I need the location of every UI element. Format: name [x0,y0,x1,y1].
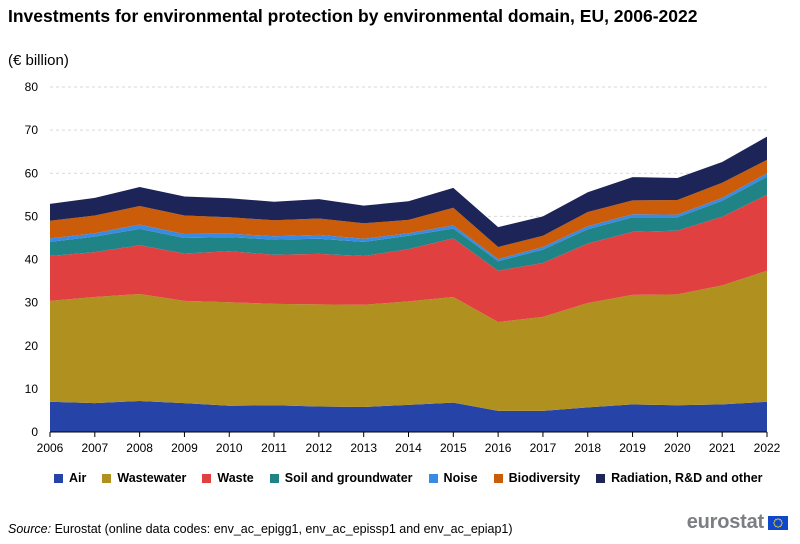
x-tick-label: 2017 [530,441,557,455]
legend-label: Noise [443,471,478,485]
legend-item: Waste [202,471,254,485]
y-tick-label: 70 [25,123,39,137]
area-series-soil-and-groundwater [50,176,767,271]
area-series-air [50,400,767,432]
x-tick-label: 2011 [261,441,287,455]
eu-flag-icon [768,515,788,530]
y-tick-label: 10 [25,382,39,396]
x-tick-label: 2019 [619,441,646,455]
legend-swatch [493,473,503,483]
legend-swatch [54,473,63,483]
legend-item: Soil and groundwater [269,471,413,485]
legend-label: Soil and groundwater [284,471,413,485]
legend-swatch [269,473,279,483]
legend-item: Wastewater [102,471,186,485]
x-tick-label: 2007 [81,441,108,455]
y-tick-label: 20 [25,339,39,353]
x-tick-label: 2013 [350,441,377,455]
legend: Air Wastewater Waste Soil and groundwater No… [54,471,794,485]
area-series-noise [50,173,767,262]
x-axis-ticks: 2006 2007 2008 2009 2010 2011 2012 2013 2014 2015… [37,432,781,455]
legend-label: Biodiversity [508,471,581,485]
x-tick-label: 2018 [574,441,601,455]
legend-item: Noise [428,471,478,485]
legend-item: Radiation, R&D and other [596,471,763,485]
y-tick-label: 60 [25,166,39,180]
y-tick-label: 0 [31,425,38,439]
source-label: Source: [8,522,52,536]
x-tick-label: 2016 [485,441,512,455]
legend-item: Air [54,471,86,485]
x-tick-label: 2009 [171,441,198,455]
x-tick-label: 2014 [395,441,422,455]
x-tick-label: 2012 [306,441,333,455]
x-tick-label: 2008 [126,441,153,455]
source-note: Source: Eurostat (online data codes: env… [8,522,513,536]
source-text: Eurostat (online data codes: env_ac_epig… [51,522,513,536]
x-tick-label: 2015 [440,441,467,455]
y-tick-label: 50 [25,209,39,223]
legend-label: Air [69,471,87,485]
area-series-biodiversity [50,159,767,260]
series-areas [50,136,767,432]
y-tick-label: 80 [25,80,39,94]
area-series-radiation-r-d-and-other [50,136,767,247]
x-tick-label: 2006 [37,441,64,455]
eurostat-logo: eurostat [687,511,788,534]
legend-swatch [202,473,212,483]
legend-swatch [596,473,606,483]
x-tick-label: 2022 [754,441,781,455]
legend-swatch [102,473,112,483]
chart-subtitle: (€ billion) [8,52,69,69]
y-tick-label: 30 [25,296,39,310]
chart-title: Investments for environmental protection… [8,6,698,26]
logo-text: eurostat [686,511,765,533]
x-tick-label: 2010 [216,441,243,455]
y-axis-ticks: 0 10 20 30 40 50 60 70 80 [25,80,39,439]
x-tick-label: 2021 [709,441,736,455]
area-series-waste [50,194,767,323]
legend-label: Waste [217,471,254,485]
legend-label: Wastewater [117,471,187,485]
legend-swatch [428,473,438,483]
y-tick-label: 40 [25,253,39,267]
area-series-wastewater [50,270,767,411]
legend-label: Radiation, R&D and other [611,471,763,485]
legend-item: Biodiversity [493,471,581,485]
x-tick-label: 2020 [664,441,691,455]
